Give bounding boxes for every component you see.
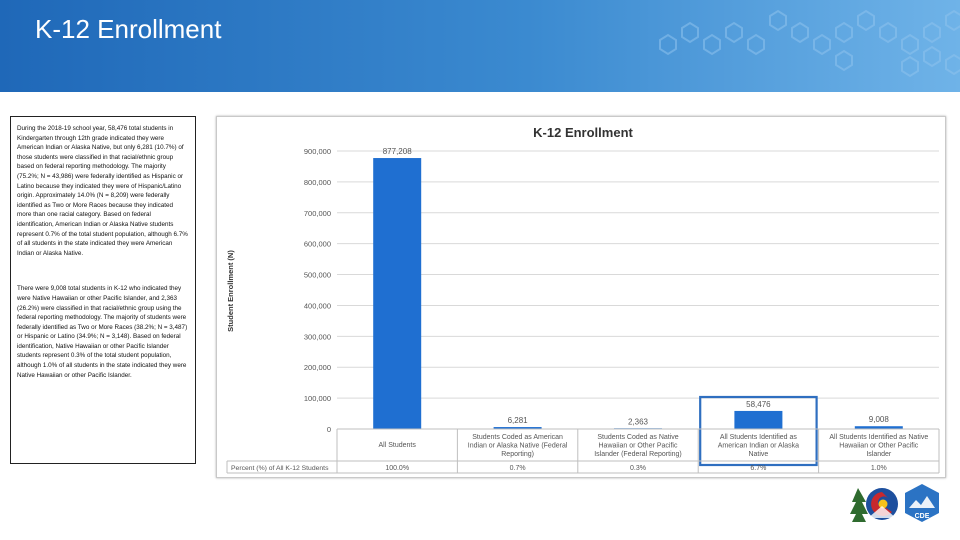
y-tick-label: 200,000 bbox=[304, 363, 331, 372]
summary-text-box: During the 2018-19 school year, 58,476 t… bbox=[10, 116, 196, 464]
percent-cell: 1.0% bbox=[871, 465, 887, 472]
cde-logo: CDE bbox=[905, 484, 939, 522]
percent-cell: 0.7% bbox=[510, 465, 526, 472]
y-tick-label: 800,000 bbox=[304, 178, 331, 187]
y-tick-label: 900,000 bbox=[304, 147, 331, 156]
category-label: All Students Identified as bbox=[720, 434, 798, 441]
category-label: Reporting) bbox=[501, 451, 534, 458]
bar-value-label: 2,363 bbox=[628, 417, 649, 426]
bar bbox=[854, 426, 903, 429]
category-label: Students Coded as Native bbox=[597, 434, 678, 441]
gridlines bbox=[337, 150, 939, 430]
table-row-label: Percent (%) of All K-12 Students bbox=[231, 465, 329, 472]
bar-value-label: 9,008 bbox=[869, 415, 890, 424]
category-label: Hawaiian or Other Pacific bbox=[599, 443, 678, 450]
y-tick-label: 300,000 bbox=[304, 332, 331, 341]
summary-paragraph-nhpi: There were 9,008 total students in K-12 … bbox=[17, 285, 188, 379]
category-label: All Students Identified as Native bbox=[829, 434, 928, 441]
y-tick-labels: 0 100,000 200,000 300,000 400,000 500,000 600,… bbox=[304, 147, 331, 434]
colorado-flag-logo bbox=[850, 488, 898, 522]
category-label: Native bbox=[748, 451, 768, 458]
y-tick-label: 700,000 bbox=[304, 209, 331, 218]
bar bbox=[493, 427, 542, 429]
enrollment-chart-panel: K-12 Enrollment Student Enrollment (N) 0… bbox=[216, 116, 946, 478]
category-table: All Students 100.0% Students Coded as Amer… bbox=[226, 428, 940, 474]
summary-paragraph-aian: During the 2018-19 school year, 58,476 t… bbox=[17, 125, 188, 257]
category-label: Hawaiian or Other Pacific bbox=[839, 443, 918, 450]
category-label: Islander (Federal Reporting) bbox=[594, 451, 682, 458]
hexagon-pattern-decoration bbox=[659, 9, 960, 78]
bar bbox=[734, 410, 783, 429]
cde-logo-text: CDE bbox=[915, 513, 930, 520]
category-label: Students Coded as American bbox=[472, 434, 563, 441]
bar bbox=[373, 158, 422, 429]
bar-value-label: 877,208 bbox=[383, 147, 412, 156]
y-tick-label: 0 bbox=[327, 425, 331, 434]
slide-title: K-12 Enrollment bbox=[35, 14, 222, 44]
bars: 877,208 6,281 2,363 58,476 9,008 bbox=[373, 147, 903, 467]
percent-cell: 6.7% bbox=[750, 465, 766, 472]
highlight-box bbox=[699, 395, 818, 467]
percent-cell: 0.3% bbox=[630, 465, 646, 472]
y-tick-label: 100,000 bbox=[304, 394, 331, 403]
category-label: Indian or Alaska Native (Federal bbox=[468, 443, 568, 450]
bar-value-label: 6,281 bbox=[508, 416, 529, 425]
bar-value-label: 58,476 bbox=[746, 400, 771, 409]
chart-title: K-12 Enrollment bbox=[533, 125, 633, 140]
category-label: American Indian or Alaska bbox=[718, 443, 799, 450]
y-tick-label: 400,000 bbox=[304, 301, 331, 310]
category-label: Islander bbox=[866, 451, 892, 458]
y-axis-label: Student Enrollment (N) bbox=[226, 250, 235, 332]
category-label: All Students bbox=[379, 442, 417, 449]
slide-header: K-12 Enrollment bbox=[0, 0, 960, 92]
y-tick-label: 600,000 bbox=[304, 240, 331, 249]
percent-cell: 100.0% bbox=[385, 465, 409, 472]
y-tick-label: 500,000 bbox=[304, 271, 331, 280]
enrollment-bar-chart: K-12 Enrollment Student Enrollment (N) 0… bbox=[226, 125, 940, 474]
